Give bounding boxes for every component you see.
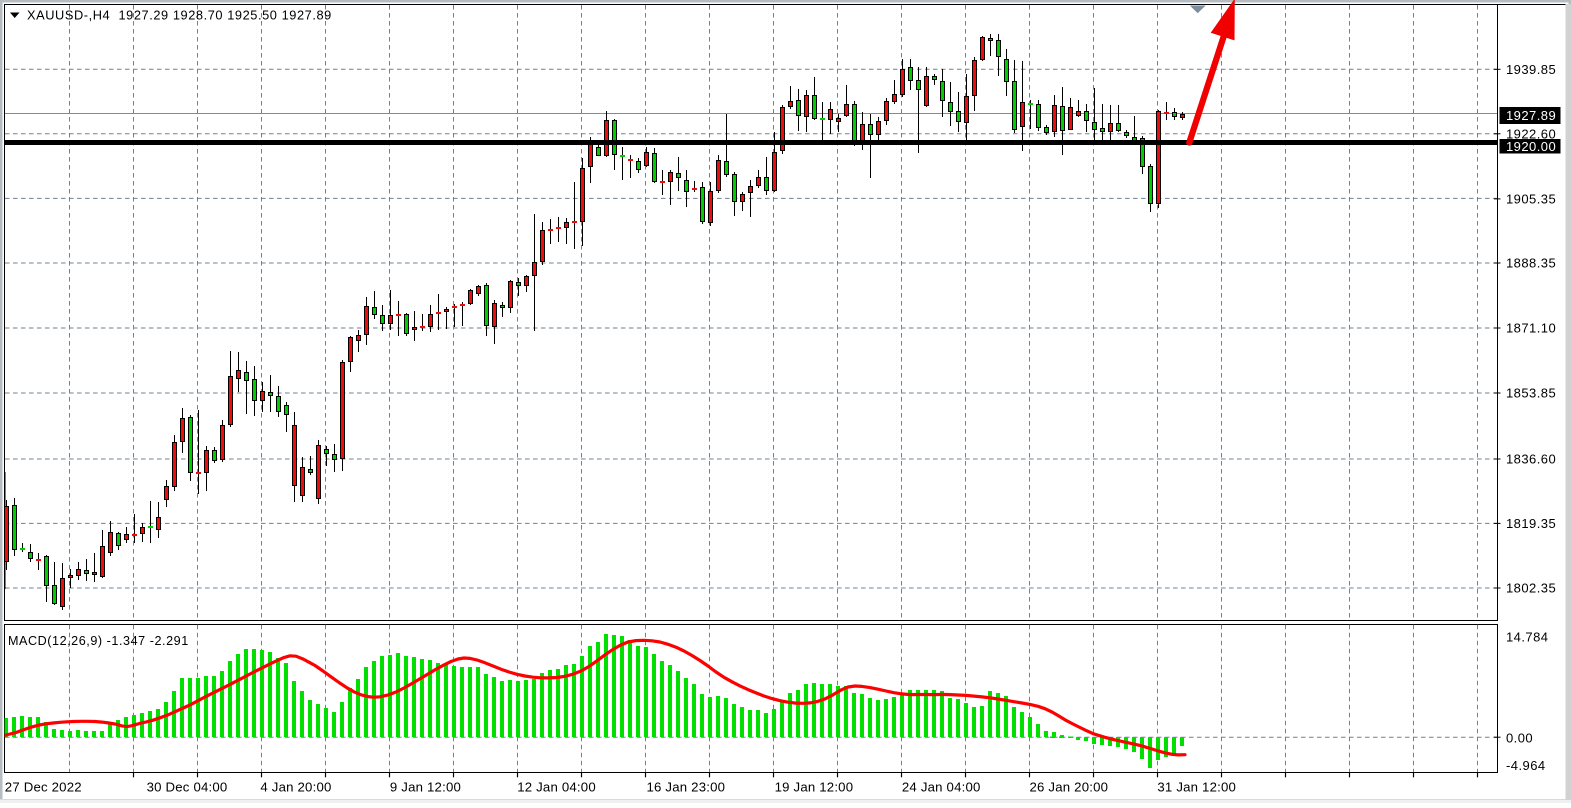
svg-text:1888.35: 1888.35 xyxy=(1506,256,1556,271)
svg-text:14.784: 14.784 xyxy=(1506,630,1548,645)
svg-text:MACD(12,26,9) -1.347 -2.291: MACD(12,26,9) -1.347 -2.291 xyxy=(8,634,189,648)
svg-text:1819.35: 1819.35 xyxy=(1506,516,1556,531)
svg-text:31 Jan 12:00: 31 Jan 12:00 xyxy=(1157,779,1236,794)
svg-text:19 Jan 12:00: 19 Jan 12:00 xyxy=(775,779,854,794)
svg-text:24 Jan 04:00: 24 Jan 04:00 xyxy=(902,779,981,794)
svg-text:1853.85: 1853.85 xyxy=(1506,386,1556,401)
svg-text:1836.60: 1836.60 xyxy=(1506,452,1556,467)
svg-text:30 Dec 04:00: 30 Dec 04:00 xyxy=(147,779,228,794)
svg-text:1871.10: 1871.10 xyxy=(1506,321,1556,336)
svg-text:1905.35: 1905.35 xyxy=(1506,192,1556,207)
svg-text:-4.964: -4.964 xyxy=(1506,758,1546,773)
svg-text:1802.35: 1802.35 xyxy=(1506,581,1556,596)
svg-text:4 Jan 20:00: 4 Jan 20:00 xyxy=(260,779,331,794)
svg-text:9 Jan 12:00: 9 Jan 12:00 xyxy=(390,779,461,794)
svg-text:27 Dec 2022: 27 Dec 2022 xyxy=(5,779,82,794)
svg-text:XAUUSD-,H4 1927.29 1928.70 19: XAUUSD-,H4 1927.29 1928.70 1925.50 1927.… xyxy=(27,8,332,23)
svg-text:1939.85: 1939.85 xyxy=(1506,62,1556,77)
svg-text:1927.89: 1927.89 xyxy=(1506,108,1556,123)
svg-text:16 Jan 23:00: 16 Jan 23:00 xyxy=(647,779,726,794)
svg-text:1920.00: 1920.00 xyxy=(1506,139,1556,154)
svg-text:12 Jan 04:00: 12 Jan 04:00 xyxy=(517,779,596,794)
svg-text:0.00: 0.00 xyxy=(1506,731,1533,746)
svg-text:26 Jan 20:00: 26 Jan 20:00 xyxy=(1030,779,1109,794)
